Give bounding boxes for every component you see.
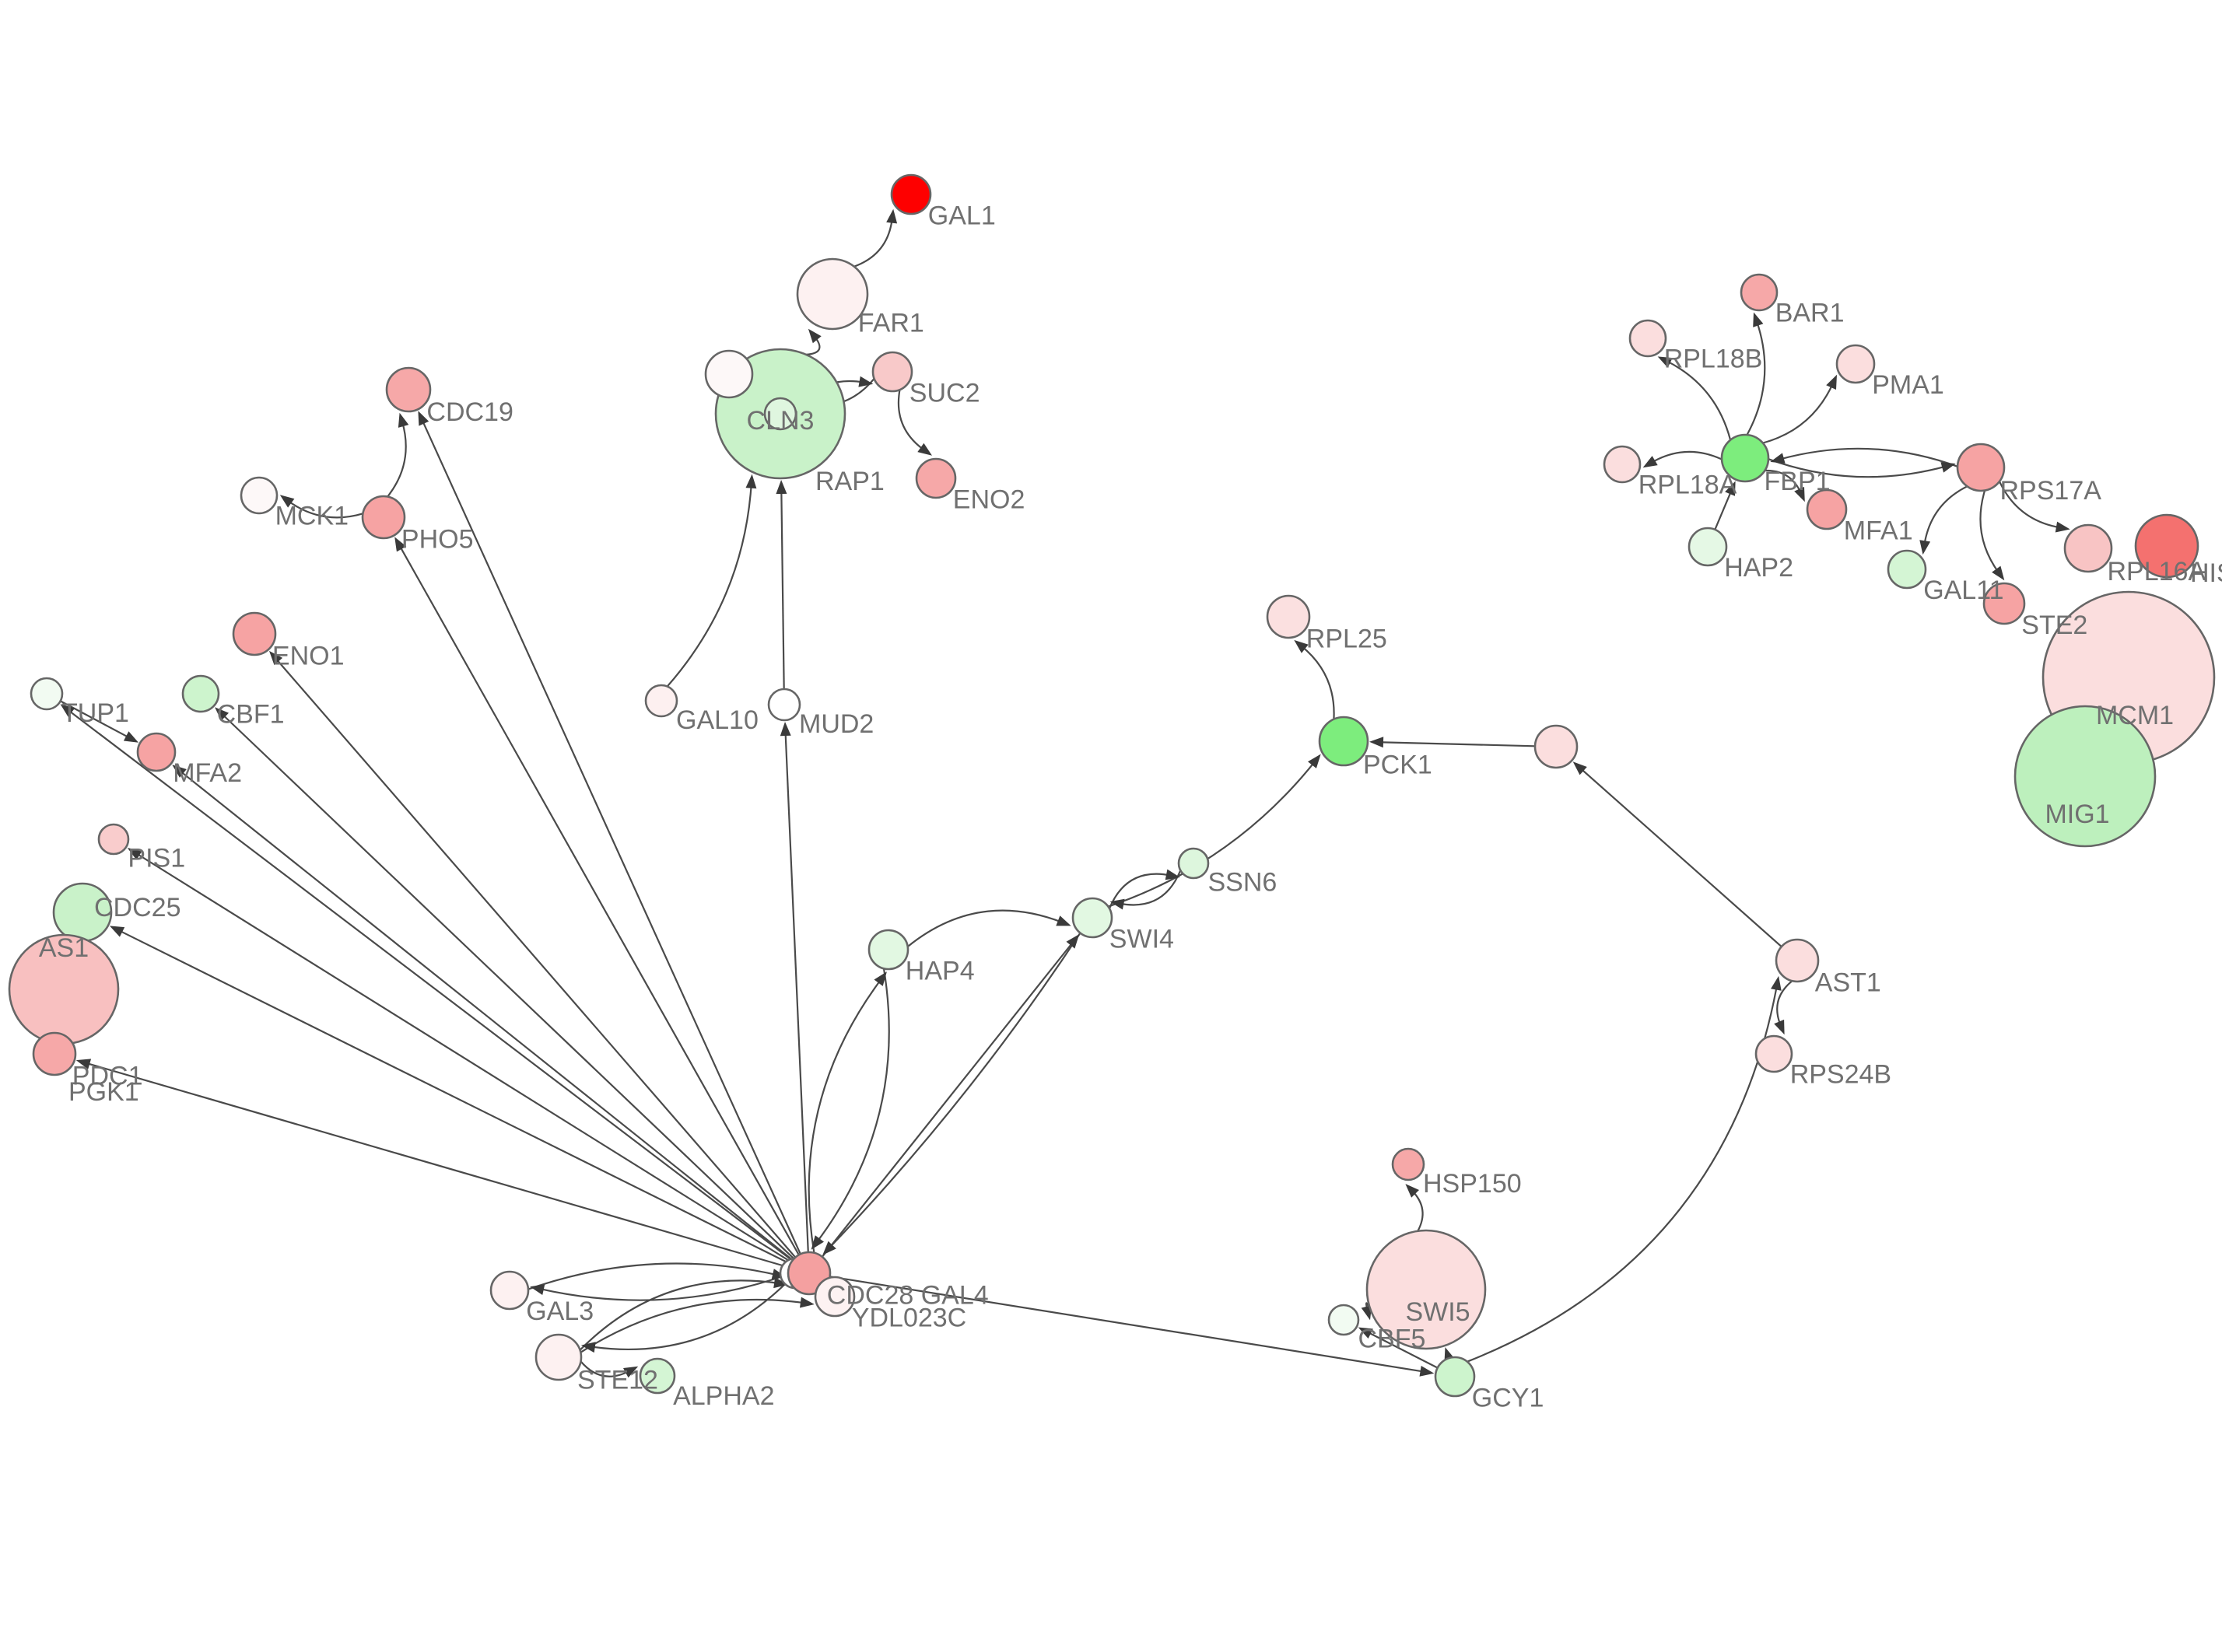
svg-text:RAP1: RAP1 [815, 467, 885, 496]
svg-text:MUD2: MUD2 [799, 709, 874, 739]
svg-text:SWI5: SWI5 [1405, 1297, 1470, 1327]
svg-text:AST1: AST1 [1815, 968, 1881, 998]
svg-text:PMA1: PMA1 [1872, 370, 1944, 400]
svg-text:ENO1: ENO1 [272, 642, 345, 671]
svg-text:CBF1: CBF1 [217, 700, 285, 730]
svg-text:PCK1: PCK1 [1363, 751, 1432, 780]
svg-text:MIG1: MIG1 [2045, 800, 2109, 829]
svg-text:ALPHA2: ALPHA2 [673, 1381, 774, 1411]
svg-text:MFA1: MFA1 [1844, 516, 1913, 546]
svg-text:GAL1: GAL1 [928, 201, 996, 231]
svg-text:MFA2: MFA2 [173, 758, 242, 788]
svg-text:CDC25: CDC25 [94, 893, 180, 922]
svg-text:SSN6: SSN6 [1208, 868, 1277, 898]
svg-text:AS1: AS1 [39, 933, 89, 963]
svg-text:ENO2: ENO2 [953, 485, 1025, 515]
svg-text:CLN3: CLN3 [747, 406, 815, 436]
svg-text:HIS4: HIS4 [2190, 558, 2222, 588]
svg-text:PGK1: PGK1 [68, 1077, 139, 1107]
svg-text:PIS1: PIS1 [128, 844, 185, 873]
svg-text:FBP1: FBP1 [1765, 467, 1831, 496]
svg-text:GAL3: GAL3 [526, 1297, 594, 1326]
svg-text:GAL10: GAL10 [676, 705, 759, 735]
svg-text:BAR1: BAR1 [1775, 299, 1845, 328]
svg-text:RPL18A: RPL18A [1638, 471, 1737, 500]
svg-text:FAR1: FAR1 [858, 309, 924, 338]
svg-text:STE2: STE2 [2021, 611, 2087, 640]
svg-text:HSP150: HSP150 [1423, 1169, 1522, 1199]
svg-text:MCM1: MCM1 [2096, 701, 2174, 730]
svg-text:STE12: STE12 [577, 1366, 658, 1395]
svg-text:GCY1: GCY1 [1472, 1384, 1544, 1413]
svg-text:CDC19: CDC19 [426, 397, 513, 427]
svg-text:CBF5: CBF5 [1358, 1325, 1426, 1354]
svg-text:SUC2: SUC2 [909, 379, 980, 408]
svg-text:GAL11: GAL11 [1923, 576, 2003, 605]
svg-text:RPL25: RPL25 [1306, 625, 1387, 654]
svg-text:HAP2: HAP2 [1724, 553, 1793, 583]
svg-text:MCK1: MCK1 [275, 502, 349, 531]
svg-text:YDL023C: YDL023C [852, 1304, 966, 1333]
svg-text:RPS24B: RPS24B [1790, 1060, 1891, 1090]
svg-text:SWI4: SWI4 [1109, 925, 1174, 954]
svg-text:RPS17A: RPS17A [2000, 476, 2102, 506]
svg-text:PHO5: PHO5 [401, 525, 474, 555]
svg-text:TUP1: TUP1 [61, 698, 129, 728]
svg-text:HAP4: HAP4 [906, 957, 975, 986]
svg-text:RPL18B: RPL18B [1664, 345, 1763, 374]
